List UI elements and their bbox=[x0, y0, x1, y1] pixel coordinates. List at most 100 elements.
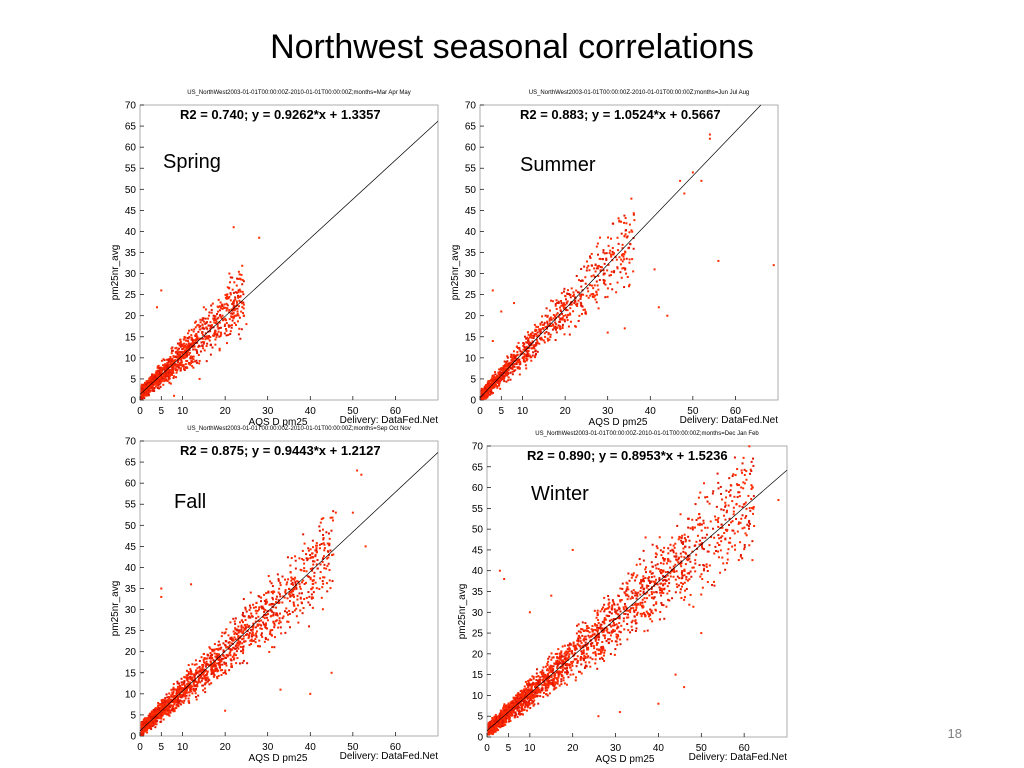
data-point bbox=[599, 265, 602, 268]
data-point bbox=[534, 344, 537, 347]
data-point bbox=[203, 675, 206, 678]
data-point bbox=[307, 591, 310, 594]
data-point bbox=[167, 706, 170, 709]
data-point bbox=[236, 312, 239, 315]
data-point bbox=[179, 699, 182, 702]
data-point bbox=[183, 345, 186, 348]
data-point bbox=[594, 298, 597, 301]
data-point bbox=[329, 549, 332, 552]
data-point bbox=[309, 548, 312, 551]
data-point bbox=[589, 256, 592, 259]
data-point bbox=[575, 658, 578, 661]
data-point bbox=[562, 676, 565, 679]
data-point bbox=[176, 696, 179, 699]
data-point bbox=[230, 315, 233, 318]
regression-equation: R2 = 0.740; y = 0.9262*x + 1.3357 bbox=[180, 107, 381, 122]
data-point bbox=[602, 251, 605, 254]
data-point bbox=[603, 279, 606, 282]
data-point bbox=[221, 314, 224, 317]
data-point bbox=[628, 231, 631, 234]
data-point bbox=[228, 669, 231, 672]
data-point bbox=[177, 692, 180, 695]
data-point bbox=[551, 328, 554, 331]
data-point bbox=[274, 601, 277, 604]
data-point bbox=[147, 379, 150, 382]
data-point bbox=[189, 689, 192, 692]
data-point bbox=[242, 637, 245, 640]
data-point bbox=[290, 579, 293, 582]
data-point bbox=[272, 598, 275, 601]
data-point bbox=[308, 625, 311, 628]
data-point bbox=[327, 532, 330, 535]
data-point bbox=[609, 283, 612, 286]
data-point bbox=[212, 665, 215, 668]
data-point bbox=[236, 657, 239, 660]
data-point bbox=[183, 351, 186, 354]
data-point bbox=[657, 306, 660, 309]
data-point bbox=[274, 620, 277, 623]
data-point bbox=[501, 367, 504, 370]
data-point bbox=[571, 652, 574, 655]
data-point bbox=[240, 624, 243, 627]
data-point bbox=[166, 364, 169, 367]
data-point bbox=[248, 632, 251, 635]
data-point bbox=[595, 267, 598, 270]
data-point bbox=[272, 611, 275, 614]
data-point bbox=[305, 596, 308, 599]
data-point bbox=[318, 547, 321, 550]
data-point bbox=[194, 695, 197, 698]
data-point bbox=[566, 319, 569, 322]
data-point bbox=[176, 360, 179, 363]
data-point bbox=[264, 622, 267, 625]
data-point bbox=[247, 616, 250, 619]
data-point bbox=[184, 693, 187, 696]
y-tick-label: 45 bbox=[472, 545, 484, 556]
scatter-panel-fall: US_NorthWest2003-01-01T00:00:00Z-2010-01… bbox=[110, 426, 439, 764]
data-point bbox=[219, 656, 222, 659]
data-point bbox=[522, 342, 525, 345]
data-point bbox=[174, 369, 177, 372]
data-point bbox=[591, 264, 594, 267]
data-point bbox=[193, 676, 196, 679]
data-point bbox=[183, 687, 186, 690]
data-point bbox=[632, 213, 635, 216]
data-point bbox=[312, 560, 315, 563]
data-point bbox=[228, 647, 231, 650]
data-point bbox=[191, 685, 194, 688]
data-point bbox=[204, 322, 207, 325]
y-tick-label: 25 bbox=[472, 629, 484, 640]
data-point bbox=[153, 710, 156, 713]
data-point bbox=[224, 317, 227, 320]
data-point bbox=[234, 617, 237, 620]
x-tick-label: 10 bbox=[177, 406, 189, 417]
data-point bbox=[151, 383, 154, 386]
data-point bbox=[197, 671, 200, 674]
data-point bbox=[229, 332, 232, 335]
data-point bbox=[599, 257, 602, 260]
data-point bbox=[249, 606, 252, 609]
data-point bbox=[585, 260, 588, 263]
data-point bbox=[168, 697, 171, 700]
data-point bbox=[149, 726, 152, 729]
data-point bbox=[196, 324, 199, 327]
data-point bbox=[211, 668, 214, 671]
data-point bbox=[309, 557, 312, 560]
data-point bbox=[590, 293, 593, 296]
data-point bbox=[597, 275, 600, 278]
data-point bbox=[176, 352, 179, 355]
data-point bbox=[140, 383, 143, 386]
data-point bbox=[152, 388, 155, 391]
data-point bbox=[596, 242, 599, 245]
data-point bbox=[239, 630, 242, 633]
data-point bbox=[149, 715, 152, 718]
data-point bbox=[162, 358, 165, 361]
data-point bbox=[235, 662, 238, 665]
data-point bbox=[293, 588, 296, 591]
data-point bbox=[495, 381, 498, 384]
data-point bbox=[225, 664, 228, 667]
data-point bbox=[193, 339, 196, 342]
data-point bbox=[215, 667, 218, 670]
data-point bbox=[228, 652, 231, 655]
data-point bbox=[494, 376, 497, 379]
data-point bbox=[178, 362, 181, 365]
